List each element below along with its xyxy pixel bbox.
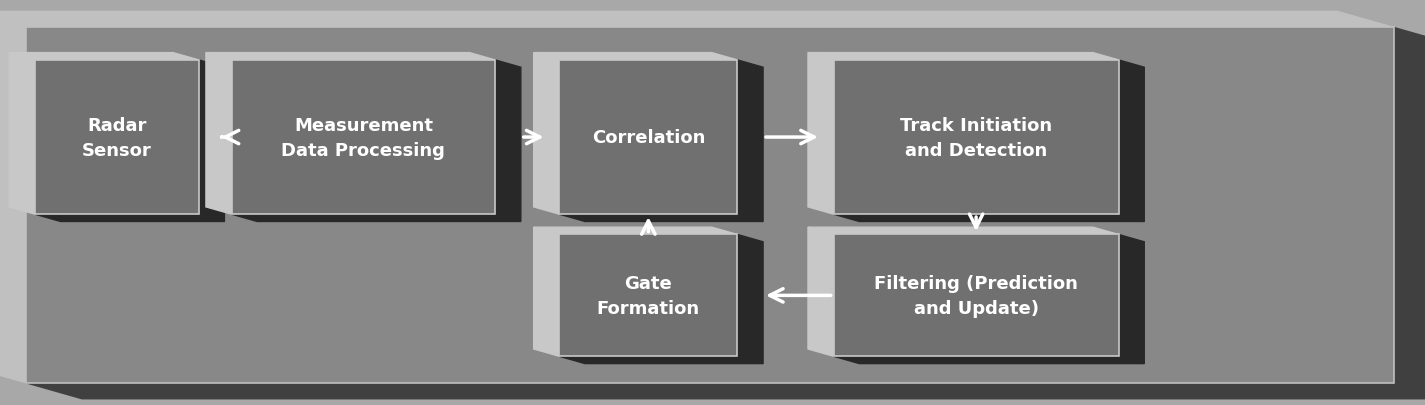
Bar: [559, 61, 738, 215]
Polygon shape: [808, 53, 834, 215]
Polygon shape: [533, 228, 738, 235]
Text: Measurement
Data Processing: Measurement Data Processing: [281, 116, 445, 159]
Polygon shape: [834, 356, 1144, 364]
Polygon shape: [36, 215, 225, 222]
Polygon shape: [231, 215, 522, 222]
Bar: [834, 61, 1119, 215]
Polygon shape: [533, 53, 738, 61]
Text: Radar
Sensor: Radar Sensor: [83, 116, 151, 159]
Text: Track Initiation
and Detection: Track Initiation and Detection: [901, 116, 1052, 159]
Polygon shape: [10, 53, 36, 215]
Text: Gate
Formation: Gate Formation: [597, 274, 700, 317]
Text: Correlation: Correlation: [591, 129, 705, 147]
Polygon shape: [533, 228, 559, 356]
Polygon shape: [207, 53, 231, 215]
Text: Filtering (Prediction
and Update): Filtering (Prediction and Update): [874, 274, 1079, 317]
Polygon shape: [808, 228, 1119, 235]
Polygon shape: [533, 53, 559, 215]
Polygon shape: [1394, 28, 1425, 399]
Polygon shape: [738, 235, 764, 364]
Polygon shape: [496, 61, 522, 222]
Polygon shape: [808, 53, 1119, 61]
Polygon shape: [559, 215, 764, 222]
Polygon shape: [1119, 235, 1144, 364]
Polygon shape: [738, 61, 764, 222]
Bar: [834, 235, 1119, 356]
Polygon shape: [834, 215, 1144, 222]
Bar: [26, 28, 1394, 383]
Polygon shape: [200, 61, 225, 222]
Polygon shape: [0, 12, 26, 383]
Bar: [231, 61, 496, 215]
Polygon shape: [0, 12, 1394, 28]
Polygon shape: [1119, 61, 1144, 222]
Polygon shape: [10, 53, 200, 61]
Polygon shape: [26, 383, 1425, 399]
Bar: [36, 61, 200, 215]
Polygon shape: [808, 228, 834, 356]
Bar: [559, 235, 738, 356]
Polygon shape: [559, 356, 764, 364]
Polygon shape: [207, 53, 496, 61]
